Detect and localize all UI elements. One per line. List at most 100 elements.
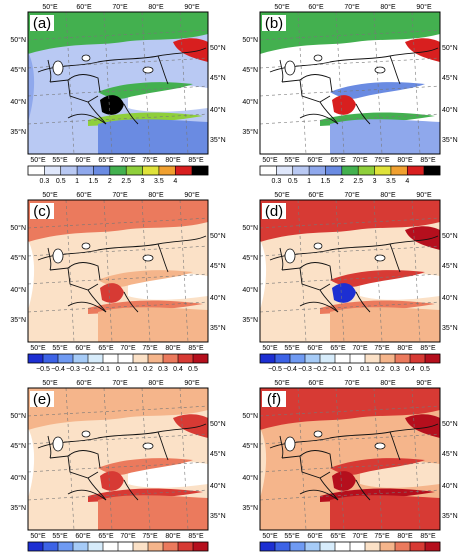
colorbar-tick-label: −0.3 (66, 366, 80, 373)
lat-label-left: 40°N (242, 286, 258, 294)
lon-label-bottom: 70°E (352, 344, 368, 352)
panel-frame (259, 387, 441, 531)
lat-label-left: 40°N (242, 474, 258, 482)
lon-label-bottom: 60°E (75, 156, 91, 164)
colorbar-swatch (88, 542, 104, 551)
lat-label-right: 35°N (210, 324, 226, 332)
colorbar-swatch (28, 166, 45, 175)
lat-label-left: 35°N (10, 504, 26, 512)
lon-label-top: 80°E (380, 3, 396, 11)
lat-label-left: 45°N (242, 254, 258, 262)
lon-label-bottom: 50°E (30, 532, 46, 540)
colorbar-frame (259, 165, 441, 176)
colorbar-b: 0.3 0.5 1 1.5 2 2.5 3 3.5 4 (259, 165, 441, 185)
colorbar-swatch (178, 354, 194, 363)
field-region-north (28, 200, 208, 242)
colorbar-swatch (60, 166, 78, 175)
lon-label-bottom: 70°E (352, 156, 368, 164)
colorbar-tick-label: 0.3 (39, 178, 49, 185)
lake-outline (374, 254, 386, 262)
panel-label-box (30, 15, 54, 31)
lon-label-bottom: 75°E (374, 156, 390, 164)
colorbar-swatch (380, 542, 396, 551)
lat-label-right: 40°N (442, 294, 458, 302)
country-border (299, 74, 333, 93)
lon-label-top: 70°E (112, 379, 128, 387)
country-border (279, 435, 284, 459)
country-border (389, 243, 401, 273)
lat-label-right: 50°N (442, 232, 458, 240)
colorbar-swatch (395, 542, 411, 551)
country-border (47, 435, 52, 459)
colorbar-swatch (77, 166, 94, 175)
lon-label-top: 50°E (274, 191, 290, 199)
lon-label-bottom: 75°E (142, 156, 158, 164)
lon-label-bottom: 50°E (262, 344, 278, 352)
colorbar-tick-label: −0.5 (268, 366, 282, 373)
lake-outline (142, 442, 154, 450)
colorbar-tick-label: 0.5 (188, 366, 198, 373)
lake-outline (52, 436, 64, 452)
colorbar-swatch (73, 542, 89, 551)
country-border (87, 101, 107, 125)
latitude-gridline (28, 301, 208, 313)
field-region-pamir (332, 471, 356, 491)
colorbar-swatch (305, 542, 321, 551)
colorbar-swatch (423, 166, 441, 175)
colorbar-tick-label: 3 (373, 178, 377, 185)
field-region-tianshan (330, 270, 425, 287)
latitude-gridline (28, 405, 208, 417)
colorbar-f: −0.5−0.4−0.3−0.2−0.100.10.20.30.40.5 (259, 541, 441, 552)
colorbar-swatch (407, 166, 424, 175)
lat-label-right: 40°N (210, 294, 226, 302)
lat-label-right: 45°N (442, 450, 458, 458)
lon-label-bottom: 60°E (75, 532, 91, 540)
country-border (319, 477, 339, 501)
lon-label-top: 80°E (148, 3, 164, 11)
colorbar-swatch (320, 542, 336, 551)
panel-label-box (30, 203, 54, 219)
panel-label: (f) (267, 391, 281, 408)
colorbar-tick-label: 0.4 (405, 366, 415, 373)
colorbar-tick-label: 2 (108, 178, 112, 185)
latitude-gridline (260, 29, 440, 41)
field-region-pamir (100, 471, 124, 491)
colorbar-swatch (43, 542, 59, 551)
colorbar-swatch (93, 166, 111, 175)
colorbar-tick-label: −0.2 (81, 366, 95, 373)
country-border (355, 291, 371, 313)
country-border (37, 235, 207, 261)
colorbar-swatch (28, 542, 44, 551)
lat-label-right: 50°N (210, 420, 226, 428)
colorbar-swatch (28, 354, 44, 363)
colorbar-swatch (133, 354, 149, 363)
lon-label-bottom: 70°E (120, 532, 136, 540)
lake-outline (284, 60, 296, 76)
country-border (355, 103, 371, 125)
country-border (157, 55, 169, 85)
latitude-gridline (28, 461, 208, 473)
lat-label-left: 50°N (10, 412, 26, 420)
latitude-gridline (28, 245, 208, 257)
colorbar-tick-label: 0.3 (271, 178, 281, 185)
colorbar-swatch (335, 354, 351, 363)
colorbar-tick-label: −0.4 (51, 366, 65, 373)
lake-outline (284, 436, 296, 452)
latitude-gridline (260, 273, 440, 285)
field-region-tibet (98, 307, 208, 342)
latitude-gridline (28, 489, 208, 501)
colorbar-tick-label: 1.5 (89, 178, 99, 185)
colorbar-swatch (118, 354, 134, 363)
colorbar-swatch (109, 166, 127, 175)
colorbar-swatch (191, 166, 209, 175)
panel-label: (b) (265, 15, 283, 32)
country-border (157, 243, 169, 273)
field-region-tibet (330, 495, 440, 530)
latitude-gridline (260, 433, 440, 445)
lake-outline (52, 248, 64, 264)
colorbar-swatch (290, 542, 306, 551)
colorbar-swatch (350, 354, 366, 363)
colorbar-swatch (175, 166, 192, 175)
lon-label-top: 50°E (42, 191, 58, 199)
country-border (67, 301, 107, 313)
